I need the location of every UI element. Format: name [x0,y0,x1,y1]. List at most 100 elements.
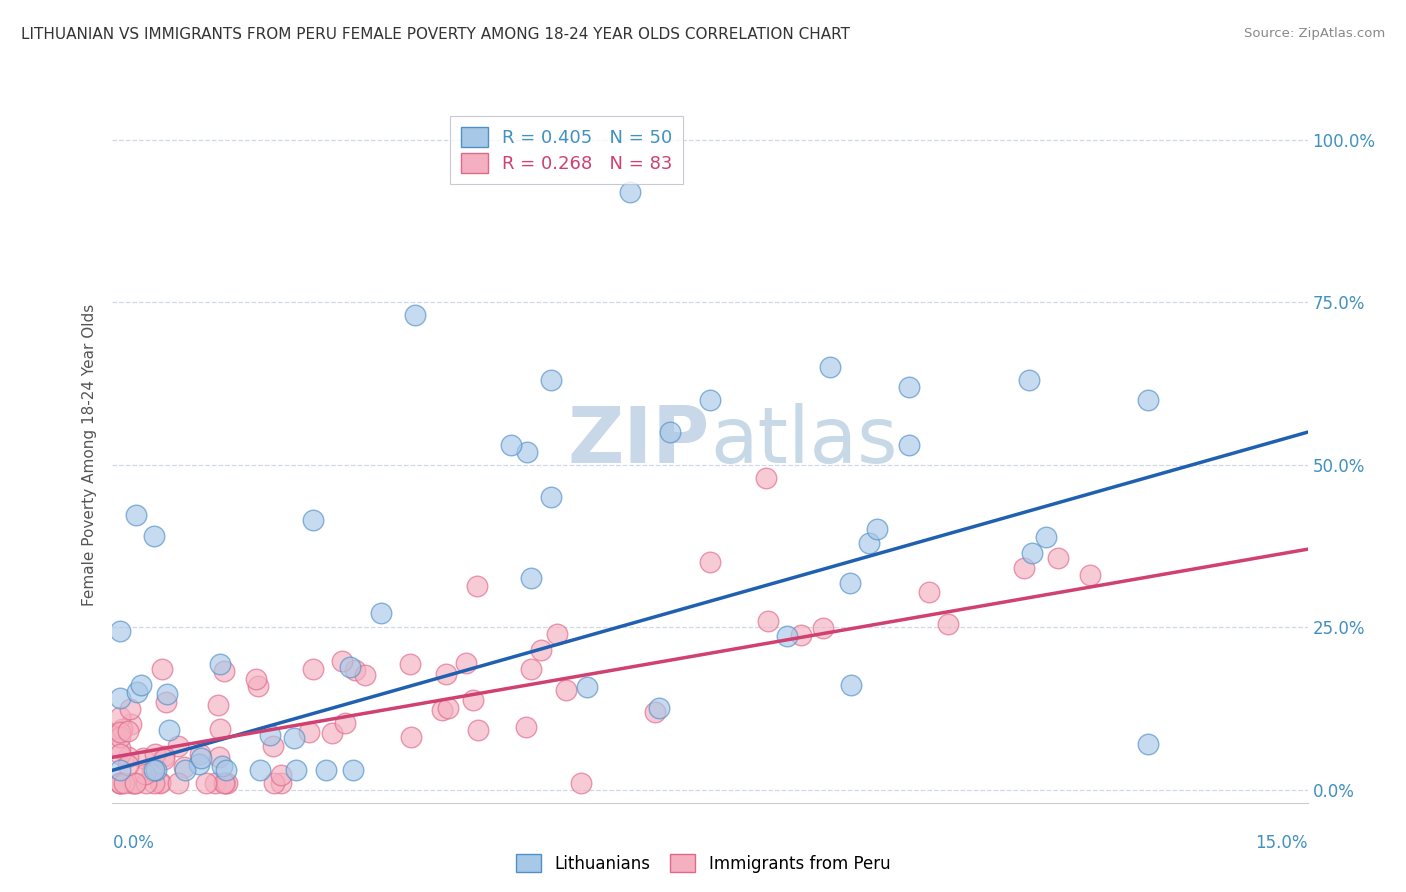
Point [1047,551,1070,566]
Point [149,775,172,789]
Point [659,425,682,439]
Point [456,656,478,670]
Point [302,513,325,527]
Point [135,776,157,790]
Point [344,663,367,677]
Point [555,683,578,698]
Point [142,776,165,790]
Point [270,776,292,790]
Point [208,750,231,764]
Point [262,739,284,753]
Point [841,677,863,691]
Point [321,726,343,740]
Point [190,750,212,764]
Point [467,579,489,593]
Point [208,657,231,672]
Point [110,747,132,762]
Text: ZIP: ZIP [568,403,710,479]
Point [141,764,163,778]
Point [569,776,592,790]
Point [195,776,218,790]
Point [399,730,422,744]
Point [204,776,226,790]
Point [436,701,458,715]
Point [811,621,834,635]
Point [110,741,132,756]
Point [285,764,308,778]
Point [619,185,641,199]
Point [540,490,562,504]
Point [111,723,134,737]
Point [283,731,305,746]
Point [110,691,132,706]
Point [174,764,197,778]
Point [776,629,799,643]
Point [546,626,568,640]
Point [124,776,146,790]
Point [370,606,392,620]
Point [110,730,132,744]
Point [110,709,132,723]
Point [110,776,132,790]
Point [207,698,229,713]
Point [263,776,285,790]
Point [152,748,174,763]
Point [156,687,179,701]
Point [270,767,292,781]
Y-axis label: Female Poverty Among 18-24 Year Olds: Female Poverty Among 18-24 Year Olds [82,304,97,606]
Point [121,776,143,790]
Point [1137,392,1160,407]
Point [110,725,132,739]
Point [432,702,454,716]
Text: atlas: atlas [710,403,897,479]
Point [839,576,862,591]
Point [153,752,176,766]
Point [818,360,841,375]
Point [530,643,553,657]
Point [117,723,139,738]
Point [120,716,142,731]
Point [540,373,562,387]
Point [298,724,321,739]
Point [247,679,270,693]
Point [217,776,239,790]
Point [520,662,543,676]
Point [699,392,721,407]
Point [1021,546,1043,560]
Point [134,767,156,781]
Point [125,684,148,698]
Point [173,760,195,774]
Point [404,308,426,322]
Point [110,624,132,638]
Point [249,764,271,778]
Point [1137,737,1160,751]
Point [125,508,148,522]
Point [157,723,180,737]
Point [1018,373,1040,387]
Text: Source: ZipAtlas.com: Source: ZipAtlas.com [1244,27,1385,40]
Point [129,678,152,692]
Point [516,444,538,458]
Point [209,722,232,736]
Point [142,529,165,543]
Point [756,614,779,628]
Point [142,764,165,778]
Point [858,535,880,549]
Point [110,764,132,778]
Point [434,667,457,681]
Point [214,764,236,778]
Point [143,747,166,761]
Point [155,695,177,709]
Point [124,776,146,790]
Point [332,654,354,668]
Point [149,776,172,790]
Point [461,692,484,706]
Point [302,662,325,676]
Point [755,471,778,485]
Point [212,776,235,790]
Point [342,764,364,778]
Point [576,681,599,695]
Point [245,673,267,687]
Point [898,379,921,393]
Point [898,438,921,452]
